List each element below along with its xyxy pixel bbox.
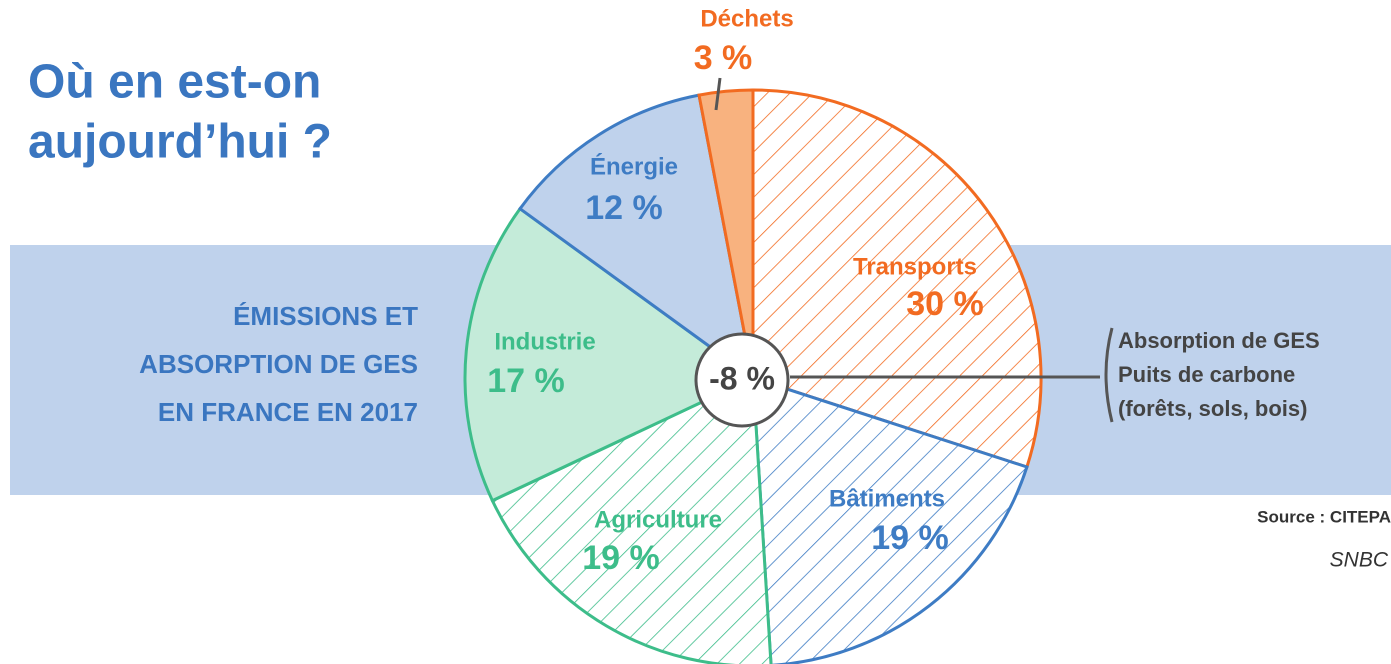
slice-value: 19 % bbox=[582, 539, 660, 577]
absorption-value: -8 % bbox=[709, 360, 775, 396]
slice-value: 17 % bbox=[487, 362, 565, 400]
credit: SNBC bbox=[1330, 549, 1389, 572]
slice-label: Énergie bbox=[590, 152, 678, 180]
absorption-label: Puits de carbone bbox=[1118, 362, 1295, 387]
slice-label: Industrie bbox=[494, 328, 595, 355]
slice-label: Transports bbox=[853, 253, 977, 280]
slice-value: 12 % bbox=[585, 189, 663, 227]
slice-value: 19 % bbox=[871, 519, 949, 557]
pie-slice bbox=[697, 88, 755, 379]
source: Source : CITEPA bbox=[1257, 507, 1391, 526]
slice-label: Bâtiments bbox=[829, 485, 945, 512]
subtitle: ÉMISSIONS ET bbox=[233, 301, 418, 331]
subtitle: ABSORPTION DE GES bbox=[139, 349, 418, 379]
pie-slice bbox=[751, 375, 1029, 664]
absorption-label: Absorption de GES bbox=[1118, 328, 1320, 353]
absorption-circle bbox=[694, 332, 790, 428]
leader bbox=[714, 77, 722, 111]
pie-slice bbox=[751, 88, 1043, 469]
pie-slice bbox=[463, 206, 756, 503]
slice-label: Déchets bbox=[700, 5, 793, 32]
pie-slice bbox=[517, 93, 756, 382]
slice-label: Agriculture bbox=[594, 506, 722, 533]
title: aujourd’hui ? bbox=[28, 116, 332, 169]
subtitle: EN FRANCE EN 2017 bbox=[158, 397, 418, 427]
slice-value: 3 % bbox=[694, 39, 753, 77]
title: Où en est-on bbox=[28, 56, 321, 109]
absorption-label: (forêts, sols, bois) bbox=[1118, 396, 1307, 421]
pie-slice bbox=[490, 375, 773, 664]
bracket bbox=[1104, 327, 1114, 423]
slice-value: 30 % bbox=[906, 285, 984, 323]
